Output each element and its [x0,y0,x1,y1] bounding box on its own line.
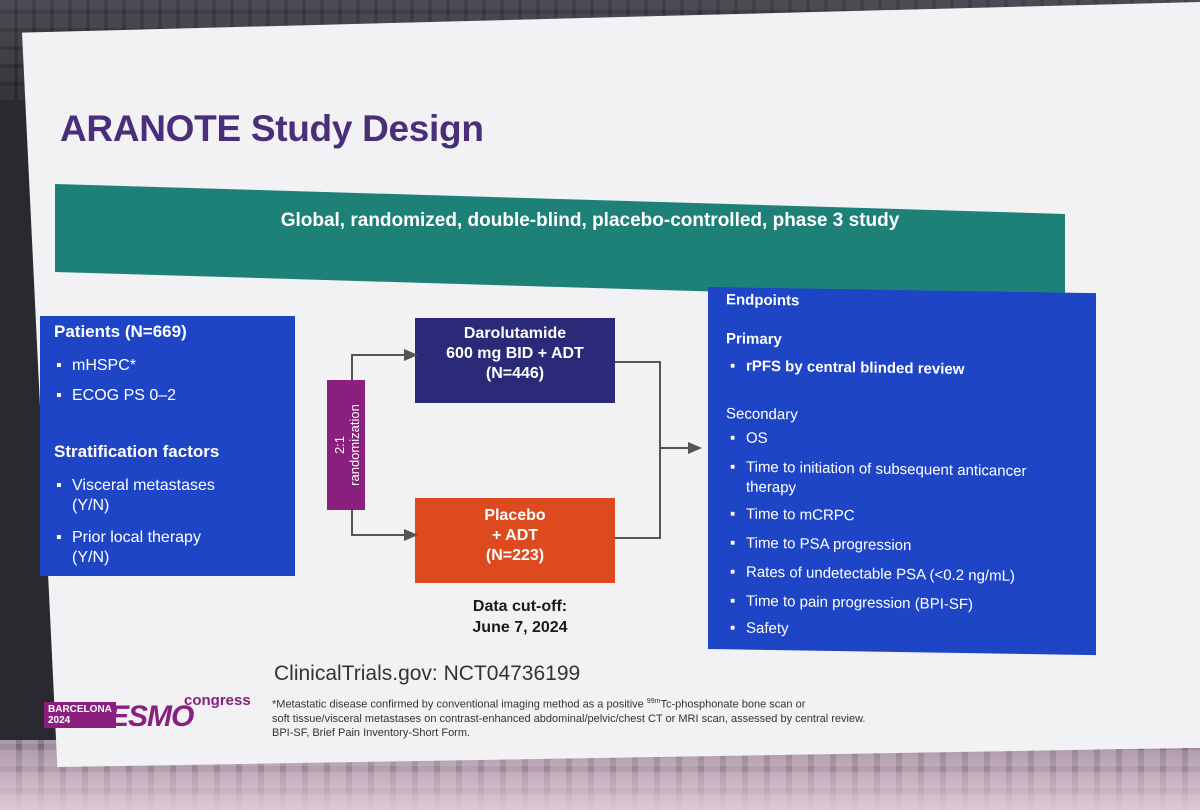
secondary-endpoint: ▪ Rates of undetectable PSA (<0.2 ng/mL) [730,563,1015,585]
square-bullet-icon: ▪ [730,357,736,375]
square-bullet-icon: ▪ [56,387,62,404]
primary-heading: Primary [726,330,782,349]
esmo-congress-logo: BARCELONA 2024 ESMO congress [44,690,259,740]
connector-placebo-to-endpoints [615,448,661,539]
square-bullet-icon: ▪ [56,529,62,546]
connector-to-drug-arm [351,354,408,380]
endpoints-heading: Endpoints [726,291,800,310]
logo-brand: ESMO [109,700,194,733]
logo-suffix: congress [184,692,251,709]
data-cutoff: Data cut-off: June 7, 2024 [472,598,568,636]
endpoints-box: Endpoints Primary ▪ rPFS by central blind… [708,287,1096,656]
darolutamide-arm-box: Darolutamide 600 mg BID + ADT (N=446) [415,318,615,403]
arrow-right-icon [688,442,702,454]
patient-criterion: ▪ mHSPC* [56,357,137,374]
arrow-right-icon [404,529,418,541]
placebo-arm-line: + ADT [491,527,539,544]
stratification-heading: Stratification factors [54,442,220,461]
stratification-factor: ▪ Visceral metastases (Y/N) [56,477,215,514]
placebo-arm-line: Placebo [484,507,546,524]
square-bullet-icon: ▪ [730,592,736,610]
placebo-arm-box: Placebo + ADT (N=223) [415,498,615,583]
primary-endpoint: ▪ rPFS by central blinded review [730,357,965,379]
randomization-bar [327,380,365,510]
square-bullet-icon: ▪ [730,505,736,523]
logo-city-year: BARCELONA 2024 [44,702,116,728]
drug-arm-line: (N=446) [485,365,545,382]
stratification-factor: ▪ Prior local therapy (Y/N) [56,529,201,566]
secondary-heading: Secondary [726,405,798,424]
footnote: *Metastatic disease confirmed by convent… [272,698,866,739]
square-bullet-icon: ▪ [56,477,62,494]
square-bullet-icon: ▪ [730,563,736,581]
drug-arm-line: 600 mg BID + ADT [446,345,584,362]
secondary-endpoint: ▪ Time to mCRPC [730,505,855,525]
square-bullet-icon: ▪ [730,458,736,476]
patients-box: Patients (N=669) ▪ mHSPC* ▪ ECOG PS 0–2 St… [40,316,295,576]
secondary-endpoint: ▪ Time to PSA progression [730,534,912,555]
slide-title: ARANOTE Study Design [60,108,484,149]
square-bullet-icon: ▪ [56,357,62,374]
drug-arm-line: Darolutamide [463,325,567,342]
secondary-endpoint: ▪ Time to pain progression (BPI-SF) [730,592,974,614]
design-banner-text: Global, randomized, double-blind, placeb… [280,210,900,231]
clinicaltrials-id: ClinicalTrials.gov: NCT04736199 [274,662,581,685]
patient-criterion: ▪ ECOG PS 0–2 [56,387,177,404]
connector-to-placebo-arm [351,510,408,536]
square-bullet-icon: ▪ [730,619,736,637]
square-bullet-icon: ▪ [730,429,736,447]
placebo-arm-line: (N=223) [485,547,545,564]
secondary-endpoint: ▪ Safety [730,619,789,638]
connector-drug-to-endpoints [615,361,690,449]
patients-heading: Patients (N=669) [54,322,187,341]
secondary-endpoint: ▪ OS [730,429,768,447]
secondary-endpoint: ▪ Time to initiation of subsequent antica… [730,458,1027,497]
arrow-right-icon [404,349,418,361]
square-bullet-icon: ▪ [730,534,736,552]
